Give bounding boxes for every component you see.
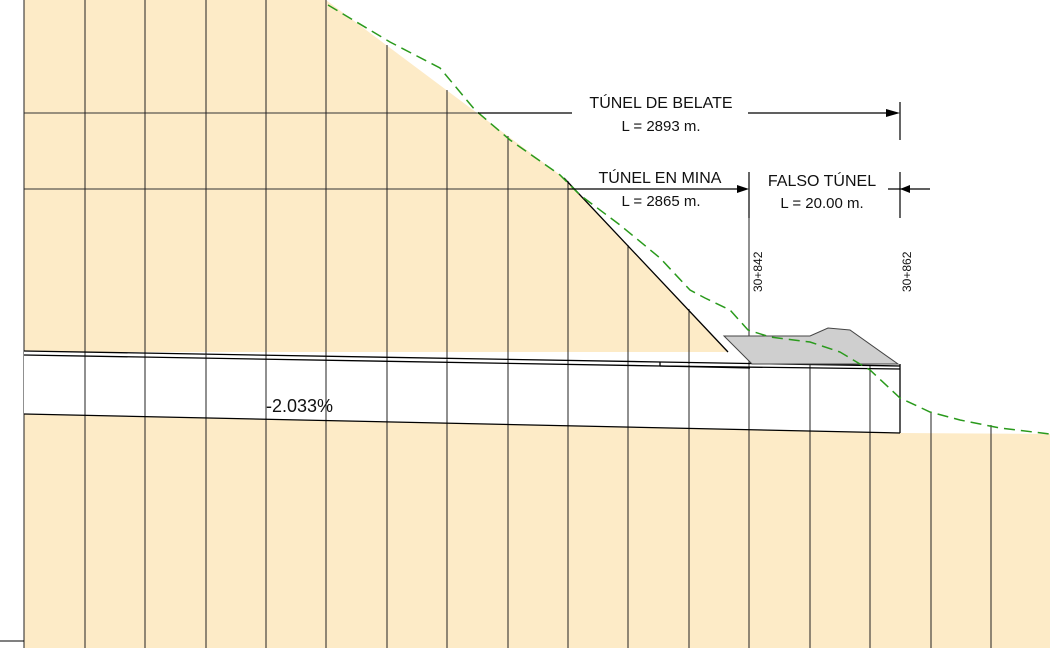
dimension-arrowheads (737, 109, 910, 193)
false-tunnel-title: FALSO TÚNEL (768, 171, 876, 190)
false-tunnel-portal (722, 327, 900, 365)
tunnel-total-length: L = 2893 m. (621, 118, 700, 135)
terrain-line (327, 4, 1050, 435)
tunnel-outline (23, 350, 901, 434)
horizontal-grid (24, 112, 570, 190)
ground-mass-upper (24, 0, 728, 352)
tunnel-vertical-grid (84, 352, 871, 432)
chainage-end-label: 30+862 (900, 251, 914, 292)
gradient-label: -2.033% (266, 396, 333, 416)
tunnel-mined-length: L = 2865 m. (621, 193, 700, 210)
dimension-lines (478, 102, 930, 218)
tunnel-mined-title: TÚNEL EN MINA (599, 168, 722, 187)
excavation-slope-line (563, 177, 729, 353)
false-tunnel-length: L = 20.00 m. (780, 195, 863, 212)
tunnel-total-title: TÚNEL DE BELATE (589, 93, 732, 112)
tunnel-band (24, 351, 900, 433)
chainage-start-label: 30+842 (751, 251, 765, 292)
ground-mass-lower (24, 414, 1050, 648)
